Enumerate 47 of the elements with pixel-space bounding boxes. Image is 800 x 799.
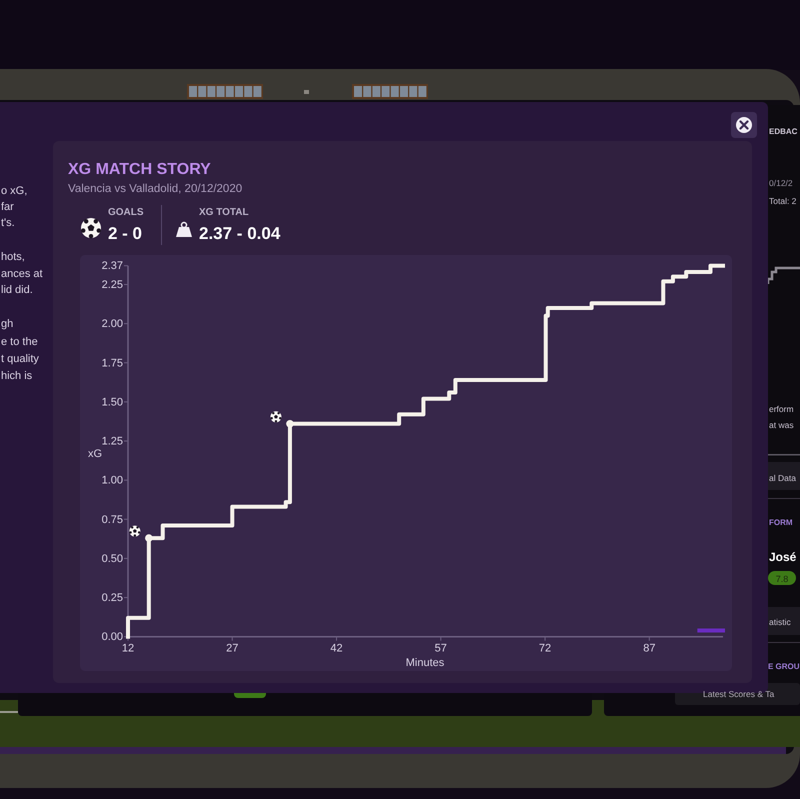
text: t's. — [1, 217, 15, 229]
text: XG TOTAL — [199, 207, 249, 218]
y-axis-title: xG — [88, 448, 102, 460]
y-tick-label: 1.75 — [102, 357, 123, 370]
text: GOALS — [108, 207, 144, 218]
text: t quality — [1, 353, 40, 365]
text: ances at — [1, 268, 43, 280]
y-tick-label: 0.75 — [102, 514, 123, 526]
x-axis-title: Minutes — [406, 657, 445, 669]
text: lid did. — [1, 284, 33, 296]
y-tick-label: 1.50 — [102, 396, 123, 408]
x-tick-label: 12 — [122, 642, 134, 655]
text: far — [1, 201, 14, 213]
text: 2.37 - 0.04 — [199, 224, 281, 243]
chart-title: XG MATCH STORY — [68, 161, 212, 178]
text: 2 - 0 — [108, 224, 142, 243]
y-tick-label: 0.00 — [102, 631, 123, 644]
y-tick-label: 1.25 — [102, 436, 123, 448]
y-tick-label: 0.25 — [102, 592, 123, 604]
x-tick-label: 27 — [226, 642, 238, 655]
text: Latest Scores & Ta — [703, 689, 774, 699]
text: FORM — [769, 518, 793, 527]
y-tick-label: 2.00 — [102, 318, 123, 330]
text: EDBAC — [769, 127, 798, 136]
x-tick-label: 57 — [434, 642, 447, 655]
x-tick-label: 87 — [643, 642, 656, 655]
text: hich is — [1, 370, 33, 382]
text: gh — [1, 318, 14, 330]
x-tick-label: 72 — [538, 642, 552, 655]
text: José — [769, 550, 797, 564]
text: atistic — [769, 617, 792, 627]
text: 7.8 — [776, 574, 788, 584]
text: at was — [769, 420, 794, 430]
text: e to the — [1, 336, 38, 348]
chart-subtitle: Valencia vs Valladolid, 20/12/2020 — [68, 183, 242, 195]
text: hots, — [1, 251, 25, 263]
text: 0/12/2 — [769, 178, 793, 188]
y-tick-label: 2.37 — [102, 260, 123, 272]
text: o xG, — [1, 185, 28, 197]
y-tick-label: 0.50 — [102, 552, 123, 565]
text: E GROU — [768, 662, 800, 671]
text: al Data — [769, 473, 796, 483]
x-tick-label: 42 — [330, 642, 343, 655]
y-tick-label: 1.00 — [102, 474, 123, 487]
text: Total: 2 — [769, 196, 797, 206]
y-tick-label: 2.25 — [102, 279, 123, 292]
text: erform — [769, 404, 794, 414]
